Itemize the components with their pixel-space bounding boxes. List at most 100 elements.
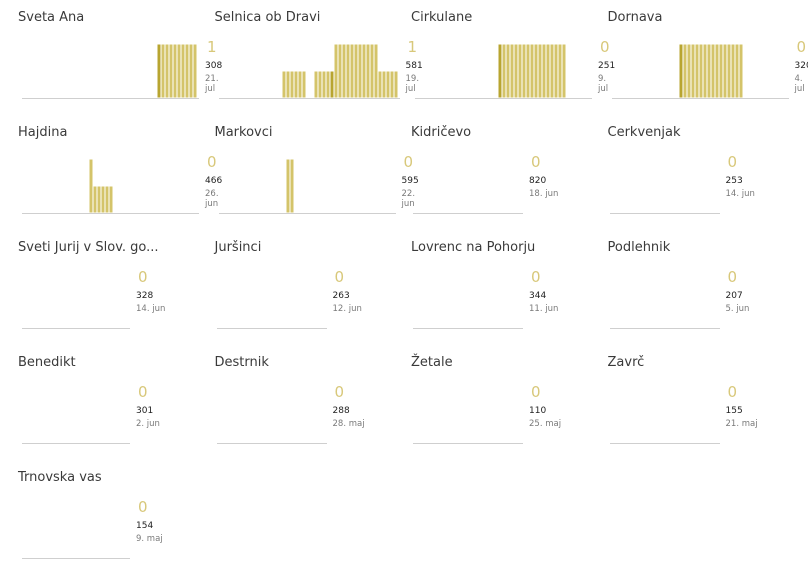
daily-case-bar xyxy=(562,44,566,98)
daily-case-bar xyxy=(193,44,197,98)
daily-case-bar xyxy=(542,44,546,98)
daily-case-bar xyxy=(109,186,113,213)
new-cases-today: 0 xyxy=(531,155,541,170)
daily-case-bar xyxy=(89,159,93,213)
daily-case-bar xyxy=(715,44,719,98)
new-cases-today: 0 xyxy=(531,270,541,285)
new-cases-today: 0 xyxy=(138,500,148,515)
new-cases-today: 0 xyxy=(531,385,541,400)
daily-case-bar xyxy=(173,44,177,98)
daily-case-bar xyxy=(165,44,169,98)
sparkline-chart xyxy=(18,0,208,110)
total-cases: 288 xyxy=(333,406,350,416)
sparkline-chart xyxy=(215,345,405,455)
daily-case-bar xyxy=(334,44,338,98)
daily-case-bar xyxy=(687,44,691,98)
new-cases-today: 0 xyxy=(335,385,345,400)
last-case-date: 14. jun xyxy=(726,189,755,199)
new-cases-today: 0 xyxy=(797,40,807,55)
daily-case-bar xyxy=(282,71,286,98)
new-cases-today: 0 xyxy=(335,270,345,285)
daily-case-bar xyxy=(683,44,687,98)
daily-case-bar xyxy=(314,71,318,98)
sparkline-chart xyxy=(411,0,601,110)
sparkline-chart xyxy=(608,230,798,340)
daily-case-bar xyxy=(290,71,294,98)
daily-case-bar xyxy=(366,44,370,98)
sparkline-chart xyxy=(18,230,208,340)
daily-case-bar xyxy=(735,44,739,98)
last-case-date: 2. jun xyxy=(136,419,160,429)
daily-case-bar xyxy=(498,44,502,98)
total-cases: 301 xyxy=(136,406,153,416)
last-case-date: 12. jun xyxy=(333,304,362,314)
daily-case-bar xyxy=(185,44,189,98)
new-cases-today: 0 xyxy=(728,155,738,170)
daily-case-bar xyxy=(294,71,298,98)
sparkline-chart xyxy=(608,115,798,225)
daily-case-bar xyxy=(707,44,711,98)
last-case-date: 9. maj xyxy=(136,534,163,544)
daily-case-bar xyxy=(522,44,526,98)
daily-case-bar xyxy=(318,71,322,98)
daily-case-bar xyxy=(711,44,715,98)
new-cases-today: 0 xyxy=(138,385,148,400)
daily-case-bar xyxy=(101,186,105,213)
last-case-date: 4. jul xyxy=(795,74,805,94)
daily-case-bar xyxy=(538,44,542,98)
total-cases: 320 xyxy=(795,61,808,71)
daily-case-bar xyxy=(97,186,101,213)
daily-case-bar xyxy=(93,186,97,213)
sparkline-chart xyxy=(411,230,601,340)
daily-case-bar xyxy=(370,44,374,98)
daily-case-bar xyxy=(518,44,522,98)
sparkline-chart xyxy=(411,345,601,455)
daily-case-bar xyxy=(390,71,394,98)
daily-case-bar xyxy=(177,44,181,98)
total-cases: 344 xyxy=(529,291,546,301)
daily-case-bar xyxy=(558,44,562,98)
daily-case-bar xyxy=(723,44,727,98)
daily-case-bar xyxy=(322,71,326,98)
new-cases-today: 0 xyxy=(138,270,148,285)
total-cases: 820 xyxy=(529,176,546,186)
daily-case-bar xyxy=(326,71,330,98)
daily-case-bar xyxy=(502,44,506,98)
sparkline-chart xyxy=(18,345,208,455)
daily-case-bar xyxy=(161,44,165,98)
daily-case-bar xyxy=(534,44,538,98)
sparkline-chart xyxy=(215,230,405,340)
total-cases: 154 xyxy=(136,521,153,531)
total-cases: 263 xyxy=(333,291,350,301)
daily-case-bar xyxy=(354,44,358,98)
daily-case-bar xyxy=(350,44,354,98)
daily-case-bar xyxy=(739,44,743,98)
daily-case-bar xyxy=(394,71,398,98)
daily-case-bar xyxy=(181,44,185,98)
sparkline-chart xyxy=(18,460,208,570)
daily-case-bar xyxy=(157,44,161,98)
last-case-date: 14. jun xyxy=(136,304,165,314)
daily-case-bar xyxy=(691,44,695,98)
daily-case-bar xyxy=(731,44,735,98)
daily-case-bar xyxy=(382,71,386,98)
sparkline-chart xyxy=(215,0,405,110)
daily-case-bar xyxy=(330,71,334,98)
daily-case-bar xyxy=(338,44,342,98)
daily-case-bar xyxy=(346,44,350,98)
daily-case-bar xyxy=(554,44,558,98)
